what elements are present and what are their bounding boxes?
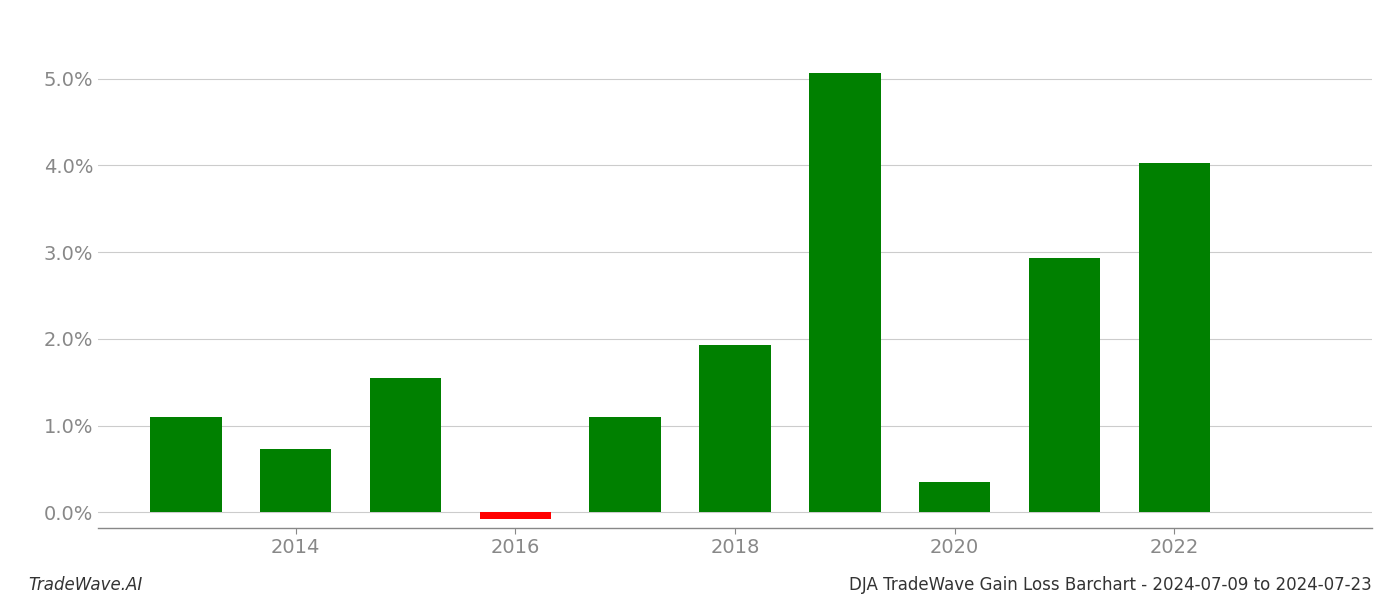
Bar	[370, 378, 441, 512]
Bar	[1029, 258, 1100, 512]
Bar	[1138, 163, 1210, 512]
Bar	[260, 449, 332, 512]
Text: DJA TradeWave Gain Loss Barchart - 2024-07-09 to 2024-07-23: DJA TradeWave Gain Loss Barchart - 2024-…	[850, 576, 1372, 594]
Bar	[150, 417, 221, 512]
Text: TradeWave.AI: TradeWave.AI	[28, 576, 143, 594]
Bar	[700, 345, 770, 512]
Bar	[809, 73, 881, 512]
Bar	[589, 417, 661, 512]
Bar	[480, 512, 552, 520]
Bar	[918, 482, 990, 512]
